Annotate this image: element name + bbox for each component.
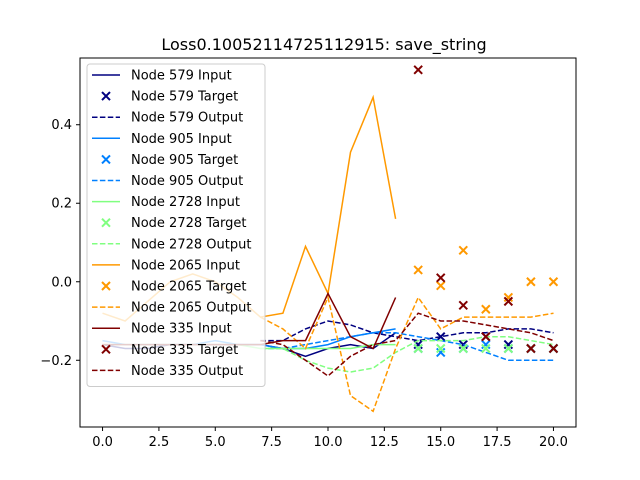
legend-marker	[101, 217, 111, 228]
legend-marker	[101, 344, 111, 355]
data-point-target	[503, 296, 514, 307]
legend-label: Node 2728 Output	[131, 237, 251, 252]
legend-label: Node 905 Target	[131, 153, 238, 168]
x-tick-label: 20.0	[539, 435, 568, 450]
data-point-target	[458, 245, 468, 256]
chart-title: Loss0.10052114725112915: save_string	[161, 35, 486, 55]
y-tick-label: 0.2	[51, 197, 72, 212]
legend-label: Node 2728 Target	[131, 216, 247, 231]
series-line-output	[260, 295, 554, 413]
y-tick-label: −0.2	[40, 354, 72, 369]
legend-label: Node 579 Output	[131, 111, 243, 126]
data-point-target	[436, 343, 446, 354]
legend-label: Node 905 Input	[131, 132, 232, 147]
legend-label: Node 2728 Input	[131, 195, 240, 210]
x-tick-label: 0.0	[92, 435, 113, 450]
data-point-target	[548, 343, 559, 354]
legend: Node 579 Input Node 579 Target Node 579 Ou…	[86, 63, 266, 387]
data-point-target	[458, 343, 468, 354]
data-point-target	[481, 343, 491, 354]
series-line-output	[260, 320, 554, 342]
legend-label: Node 2065 Input	[131, 258, 240, 273]
legend-label: Node 2065 Target	[131, 280, 247, 295]
y-tick-label: 0.4	[51, 118, 72, 133]
legend-label: Node 905 Output	[131, 174, 243, 189]
data-point-target	[436, 280, 446, 291]
data-point-target	[503, 343, 514, 354]
legend-box	[86, 63, 266, 387]
x-tick-label: 17.5	[483, 435, 512, 450]
axis-ticks: 0.0 2.5 5.0 7.5 10.0 12.5 15.0 17.5 20.0 −0.2 0.0 0…	[40, 118, 568, 450]
legend-marker	[101, 154, 111, 165]
x-tick-label: 12.5	[370, 435, 399, 450]
data-point-target	[481, 304, 491, 314]
legend-label: Node 335 Input	[131, 322, 232, 337]
y-tick-label: 0.0	[51, 275, 72, 290]
legend-label: Node 2065 Output	[131, 301, 251, 316]
series-line-output	[260, 335, 554, 373]
series-line-output	[260, 332, 554, 362]
data-point-target	[436, 332, 446, 342]
x-tick-label: 10.0	[314, 435, 343, 450]
data-point-target	[413, 343, 423, 354]
legend-marker	[101, 281, 111, 291]
data-point-target	[413, 265, 423, 275]
data-point-target	[436, 273, 446, 283]
legend-label: Node 335 Output	[131, 364, 243, 379]
data-point-target	[413, 65, 423, 75]
data-point-target	[548, 277, 559, 287]
legend-marker	[101, 91, 111, 101]
legend-label: Node 335 Target	[131, 343, 238, 358]
x-tick-label: 5.0	[205, 435, 226, 450]
data-point-target	[458, 300, 468, 311]
data-point-target	[526, 343, 536, 354]
x-tick-label: 2.5	[149, 435, 170, 450]
legend-label: Node 579 Target	[131, 90, 238, 105]
data-point-target	[481, 332, 491, 342]
x-tick-label: 15.0	[426, 435, 455, 450]
series-line-output	[260, 312, 554, 377]
data-point-target	[526, 277, 536, 287]
legend-label: Node 579 Input	[131, 69, 232, 84]
x-tick-label: 7.5	[261, 435, 282, 450]
